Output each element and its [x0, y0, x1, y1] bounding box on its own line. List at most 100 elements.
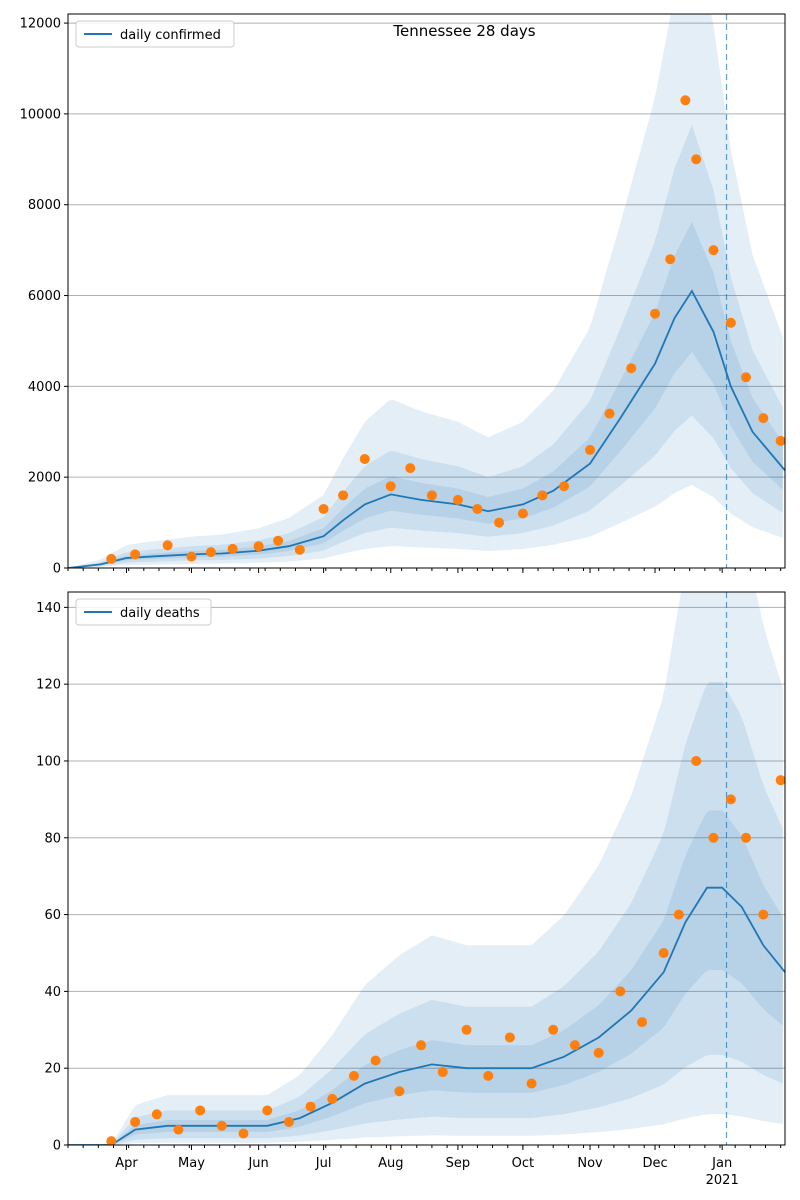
data-point — [758, 413, 769, 424]
data-point — [680, 95, 691, 106]
y-tick-label: 12000 — [20, 17, 61, 32]
data-point — [775, 775, 785, 786]
x-tick-label: Jun — [247, 1156, 268, 1171]
y-tick-label: 20 — [44, 1062, 61, 1077]
x-tick-label: May — [178, 1156, 205, 1171]
data-point — [294, 544, 305, 555]
y-tick-label: 0 — [53, 562, 61, 577]
data-point — [691, 755, 702, 766]
data-point — [585, 444, 596, 455]
data-point — [741, 832, 752, 843]
data-point — [151, 1109, 162, 1120]
y-tick-label: 80 — [44, 831, 61, 846]
data-point — [283, 1116, 294, 1127]
data-point — [708, 832, 719, 843]
x-tick-label: Aug — [378, 1156, 403, 1171]
plot-frame — [67, 13, 786, 569]
data-point — [725, 794, 736, 805]
uncertainty-band-3 — [68, 221, 783, 568]
data-point — [504, 1032, 515, 1043]
data-point — [708, 245, 719, 256]
data-point — [327, 1093, 338, 1104]
x-tick-label: Oct — [512, 1156, 534, 1171]
data-point — [741, 372, 752, 383]
x-tick-label: Nov — [577, 1156, 603, 1171]
uncertainty-bands — [68, 14, 783, 568]
y-tick-label: 40 — [44, 985, 61, 1000]
y-tick-label: 60 — [44, 908, 61, 923]
y-tick-label: 120 — [36, 678, 61, 693]
data-point — [517, 508, 528, 519]
chart-title: Tennessee 28 days — [392, 22, 535, 40]
data-point — [472, 503, 483, 514]
data-point — [426, 490, 437, 501]
legend-box — [75, 598, 212, 626]
x-tick-label: Apr — [115, 1156, 138, 1171]
data-point — [593, 1047, 604, 1058]
data-point — [673, 909, 684, 920]
data-point — [162, 540, 173, 551]
data-point — [106, 553, 117, 564]
data-point — [227, 543, 238, 554]
data-point — [385, 481, 396, 492]
data-point — [665, 254, 676, 265]
x-tick-label: Jan — [711, 1156, 732, 1171]
data-point — [416, 1040, 427, 1051]
data-point — [238, 1128, 249, 1139]
data-point — [548, 1024, 559, 1035]
data-point — [370, 1055, 381, 1066]
data-point — [216, 1120, 227, 1131]
data-point — [758, 909, 769, 920]
y-tick-label: 4000 — [28, 380, 61, 395]
legend-box — [75, 20, 235, 48]
data-point — [195, 1105, 206, 1116]
series-line — [68, 289, 785, 568]
legend-label: daily confirmed — [120, 28, 221, 43]
data-point — [394, 1086, 405, 1097]
uncertainty-band-1 — [68, 592, 783, 1145]
data-point — [650, 308, 661, 319]
data-point — [725, 317, 736, 328]
data-point — [262, 1105, 273, 1116]
data-point — [604, 408, 615, 419]
data-point — [537, 490, 548, 501]
data-point — [173, 1124, 184, 1135]
data-point — [318, 503, 329, 514]
x-tick-label: Sep — [446, 1156, 471, 1171]
data-point — [775, 435, 785, 446]
data-point — [626, 363, 637, 374]
data-point — [305, 1101, 316, 1112]
uncertainty-band-2 — [68, 124, 783, 568]
legend-label: daily deaths — [120, 606, 200, 621]
data-point — [338, 490, 349, 501]
data-point — [691, 154, 702, 165]
data-point — [130, 1116, 141, 1127]
uncertainty-band-1 — [68, 14, 783, 568]
data-point — [637, 1017, 648, 1028]
data-point — [483, 1070, 494, 1081]
y-tick-label: 0 — [53, 1139, 61, 1154]
plot-frame — [67, 591, 786, 1146]
data-point — [461, 1024, 472, 1035]
data-point — [526, 1078, 537, 1089]
series-line — [68, 886, 785, 1145]
data-point — [452, 494, 463, 505]
data-point — [106, 1136, 117, 1145]
x-tick-label: Jul — [315, 1156, 332, 1171]
y-tick-label: 100 — [36, 754, 61, 769]
x-tick-label: Dec — [642, 1156, 667, 1171]
data-point — [569, 1040, 580, 1051]
data-point — [253, 541, 264, 552]
data-point — [658, 947, 669, 958]
y-tick-label: 10000 — [20, 107, 61, 122]
y-tick-label: 8000 — [28, 198, 61, 213]
y-tick-label: 140 — [36, 601, 61, 616]
y-tick-label: 2000 — [28, 471, 61, 486]
data-point — [186, 551, 197, 562]
y-tick-label: 6000 — [28, 289, 61, 304]
data-points — [106, 95, 785, 564]
uncertainty-band-2 — [68, 681, 783, 1145]
data-point — [494, 517, 505, 528]
uncertainty-bands — [68, 592, 783, 1145]
